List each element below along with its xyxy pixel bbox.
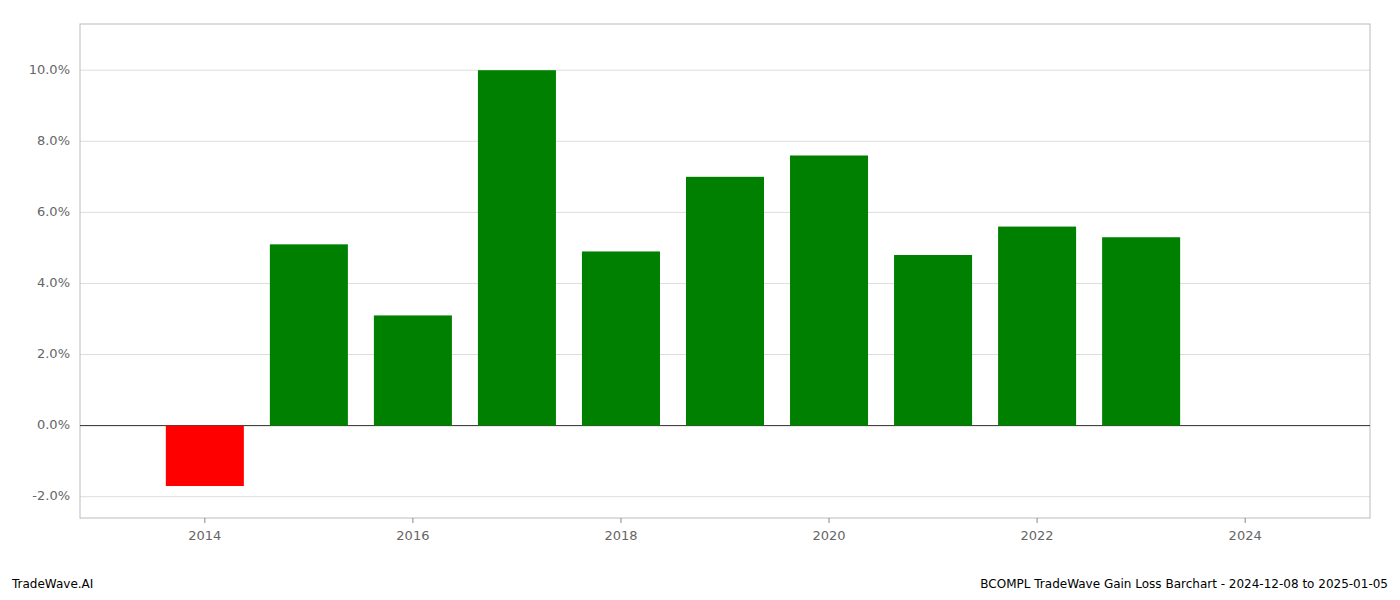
plot-frame [80, 24, 1370, 518]
x-tick-label: 2024 [1229, 528, 1262, 543]
bar [686, 177, 764, 426]
x-tick-label: 2016 [396, 528, 429, 543]
y-tick-label: 0.0% [37, 417, 70, 432]
y-tick-label: 4.0% [37, 275, 70, 290]
bar [478, 70, 556, 425]
x-tick [1245, 518, 1246, 523]
bar [270, 244, 348, 425]
x-tick [412, 518, 413, 523]
x-tick [204, 518, 205, 523]
x-tick-label: 2020 [812, 528, 845, 543]
x-tick-label: 2022 [1021, 528, 1054, 543]
y-grid-line [80, 496, 1370, 497]
y-tick-label: -2.0% [32, 488, 70, 503]
x-tick-label: 2018 [604, 528, 637, 543]
chart-container: -2.0% 0.0% 2.0% 4.0% 6.0% 8.0% 10.0% 2014 2016 20… [0, 0, 1400, 600]
footer-right: BCOMPL TradeWave Gain Loss Barchart - 20… [980, 577, 1388, 591]
x-tick-label: 2014 [188, 528, 221, 543]
y-tick-label: 2.0% [37, 346, 70, 361]
x-tick [620, 518, 621, 523]
y-tick-label: 8.0% [37, 133, 70, 148]
bar [894, 255, 972, 426]
x-tick [1037, 518, 1038, 523]
bars [166, 70, 1180, 486]
bar [166, 426, 244, 486]
y-tick-label: 10.0% [29, 62, 70, 77]
y-tick-label: 6.0% [37, 204, 70, 219]
bar [582, 251, 660, 425]
y-grid-line [80, 141, 1370, 142]
footer-left: TradeWave.AI [11, 577, 93, 591]
axes: -2.0% 0.0% 2.0% 4.0% 6.0% 8.0% 10.0% 2014 2016 20… [29, 24, 1370, 543]
chart-svg: -2.0% 0.0% 2.0% 4.0% 6.0% 8.0% 10.0% 2014 2016 20… [0, 0, 1400, 600]
bar [1102, 237, 1180, 425]
bar [790, 155, 868, 425]
bar [374, 315, 452, 425]
bar [998, 227, 1076, 426]
x-tick [829, 518, 830, 523]
grid [80, 70, 1370, 496]
y-grid-line [80, 70, 1370, 71]
